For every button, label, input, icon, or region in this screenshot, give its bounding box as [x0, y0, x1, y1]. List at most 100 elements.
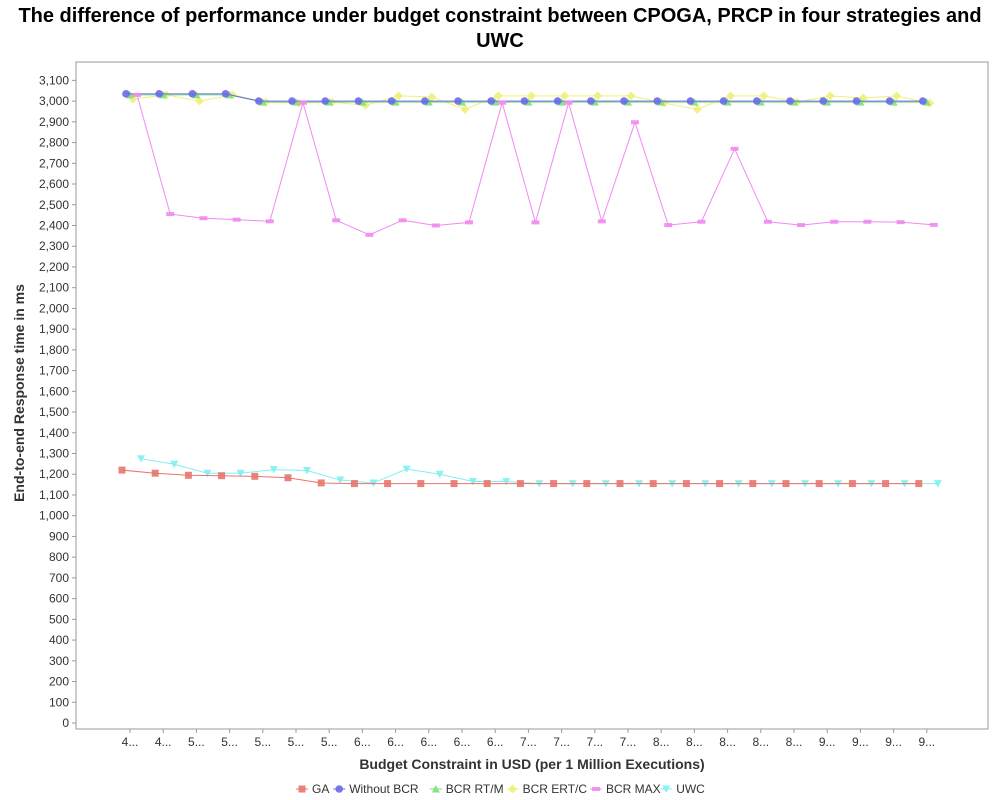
data-point [649, 480, 657, 488]
data-point [498, 100, 507, 105]
legend-label: BCR MAX [606, 782, 661, 796]
data-point [417, 480, 425, 488]
data-point [892, 91, 902, 101]
y-tick-label: 2,500 [39, 198, 69, 212]
y-tick-label: 700 [49, 571, 69, 585]
y-tick-label: 1,400 [39, 426, 69, 440]
data-point [350, 480, 358, 488]
data-point [184, 471, 192, 479]
legend-label: BCR RT/M [446, 782, 504, 796]
y-tick-label: 1,200 [39, 467, 69, 481]
data-point [166, 212, 175, 217]
data-point [885, 97, 894, 105]
data-point [797, 223, 805, 228]
data-point [203, 469, 212, 478]
data-point [387, 97, 396, 105]
data-point [825, 91, 835, 101]
data-point [786, 97, 794, 105]
series-layer [118, 90, 942, 488]
data-point [122, 90, 130, 98]
data-point [526, 91, 536, 101]
x-tick-label: 5... [321, 735, 338, 749]
y-tick-label: 300 [49, 654, 69, 668]
y-tick-label: 900 [49, 529, 69, 543]
legend-label: Without BCR [349, 782, 419, 796]
data-point [299, 100, 307, 105]
y-tick-label: 2,300 [39, 239, 69, 253]
data-point [749, 480, 757, 488]
x-tick-label: 9... [852, 735, 869, 749]
x-tick-label: 8... [686, 735, 703, 749]
x-axis: 4... 4... 5... 5... 5... 5... 5... 6... 6... 6...… [122, 729, 935, 749]
y-tick-label: 2,400 [39, 218, 69, 232]
y-tick-label: 1,700 [39, 364, 69, 378]
x-tick-label: 6... [487, 735, 504, 749]
data-point [460, 104, 470, 114]
data-point [882, 480, 890, 488]
y-tick-label: 2,900 [39, 115, 69, 129]
data-point [332, 218, 341, 223]
series-ga [118, 466, 923, 488]
data-point [848, 480, 856, 488]
data-point [398, 218, 407, 223]
series-without-bcr [122, 90, 927, 105]
y-tick-label: 0 [62, 716, 69, 730]
data-point [155, 90, 163, 98]
data-point [664, 223, 673, 228]
legend: GA Without BCR BCR RT/M BCR ERT/C BCR MAX UWC [296, 782, 705, 796]
x-tick-label: 8... [786, 735, 803, 749]
data-point [118, 466, 126, 474]
y-tick-label: 1,500 [39, 405, 69, 419]
y-tick-label: 100 [49, 695, 69, 709]
x-tick-label: 4... [122, 735, 139, 749]
y-tick-label: 2,100 [39, 281, 69, 295]
data-point [616, 480, 624, 488]
data-point [384, 480, 392, 488]
y-tick-label: 1,000 [39, 509, 69, 523]
data-point [716, 480, 724, 488]
x-tick-label: 7... [520, 735, 537, 749]
y-tick-label: 200 [49, 675, 69, 689]
data-point [487, 97, 496, 105]
data-point [188, 90, 197, 98]
data-point [502, 477, 511, 486]
y-tick-label: 600 [49, 592, 69, 606]
y-tick-label: 500 [49, 612, 69, 626]
x-tick-label: 5... [254, 735, 271, 749]
x-tick-label: 9... [819, 735, 836, 749]
legend-swatch [508, 784, 518, 794]
data-point [199, 216, 208, 221]
y-tick-label: 1,600 [39, 384, 69, 398]
data-point [763, 219, 772, 224]
legend-item: GA [296, 782, 329, 796]
x-tick-label: 8... [752, 735, 769, 749]
y-tick-label: 1,900 [39, 322, 69, 336]
data-point [753, 97, 761, 105]
data-point [402, 465, 411, 474]
data-point [236, 469, 245, 478]
y-tick-label: 1,300 [39, 447, 69, 461]
x-tick-label: 6... [420, 735, 437, 749]
data-point [421, 97, 429, 105]
data-point [427, 92, 437, 102]
legend-item: Without BCR [333, 782, 419, 796]
x-tick-label: 7... [620, 735, 637, 749]
data-point [454, 97, 462, 105]
data-point [151, 469, 159, 477]
data-point [365, 232, 374, 237]
data-point [719, 97, 728, 105]
data-point [593, 91, 603, 101]
data-point [682, 480, 690, 488]
y-tick-label: 2,700 [39, 156, 69, 170]
chart-title: The difference of performance under budg… [18, 5, 982, 52]
data-point [265, 219, 274, 224]
y-tick-label: 3,100 [39, 73, 69, 87]
data-point [254, 97, 263, 105]
data-point [483, 480, 491, 488]
y-tick-label: 2,600 [39, 177, 69, 191]
data-point [531, 220, 540, 225]
data-point [465, 220, 473, 225]
x-tick-label: 7... [586, 735, 603, 749]
legend-label: UWC [676, 782, 705, 796]
y-tick-label: 2,200 [39, 260, 69, 274]
